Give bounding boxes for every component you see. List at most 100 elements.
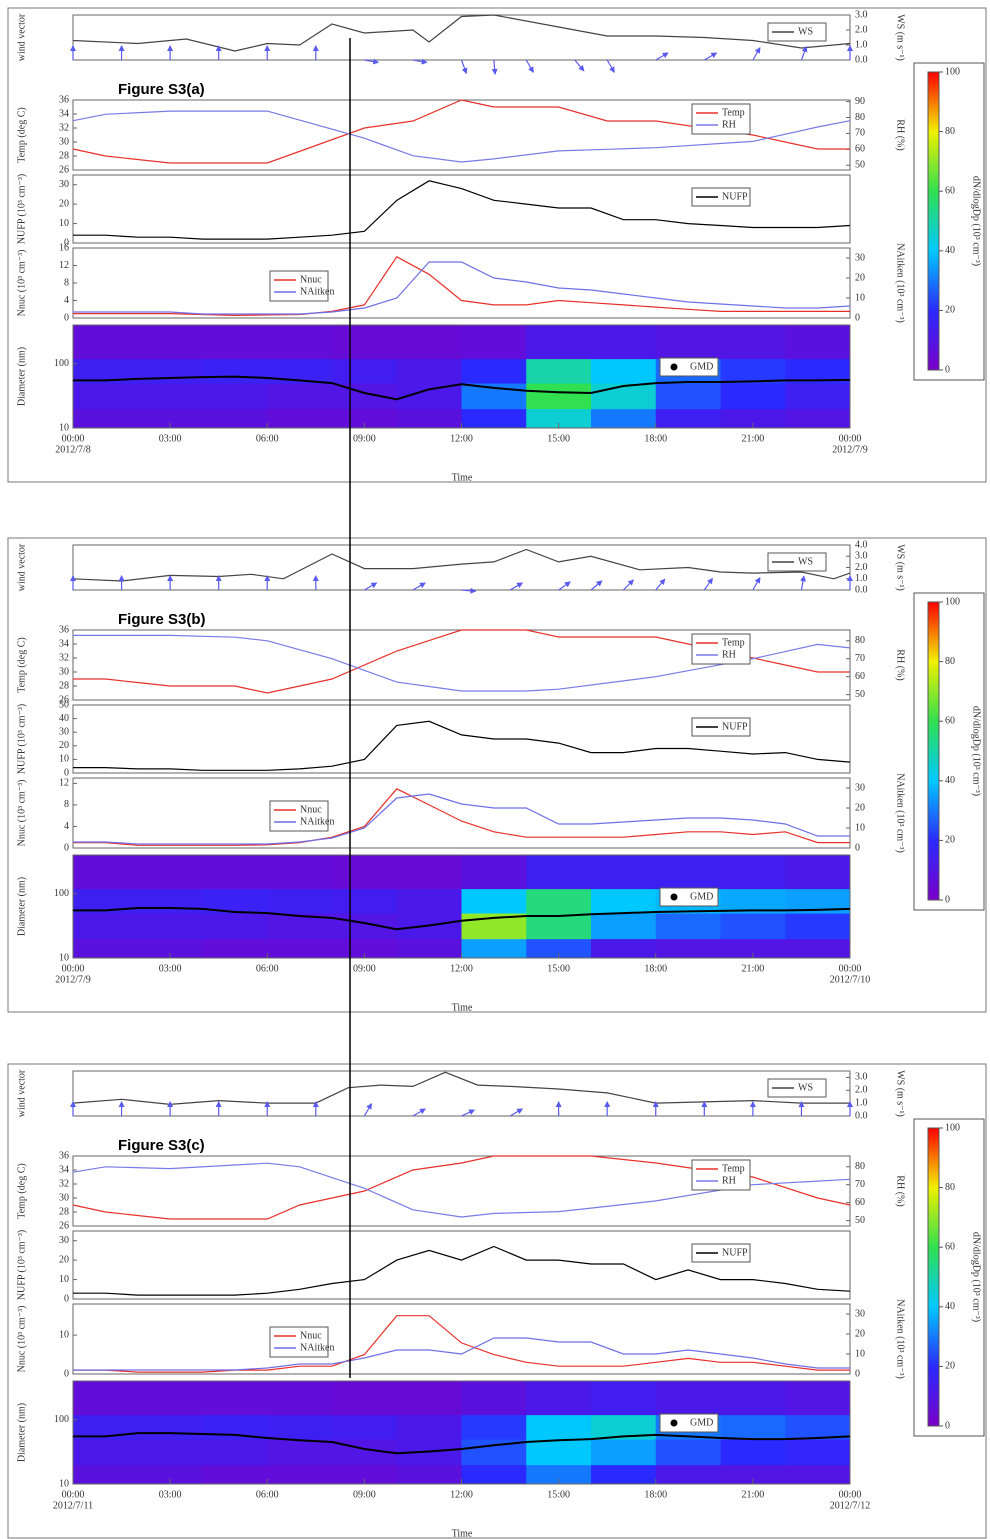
heatmap-cell (526, 1381, 592, 1416)
legend-label: RH (722, 649, 736, 660)
wind-arrow (590, 580, 603, 591)
heatmap-cell (396, 1464, 462, 1485)
heatmap-cell (73, 1439, 139, 1466)
heatmap-cell (202, 358, 268, 384)
heatmap-cell (137, 938, 203, 959)
colorbar-tick-label: 20 (945, 305, 955, 316)
heatmap-cell (591, 855, 657, 890)
y-tick-label: 20 (59, 740, 69, 751)
y2-tick-label: 0 (855, 312, 860, 323)
heatmap-cell (785, 408, 851, 429)
y2-tick-label: 2.0 (855, 1085, 868, 1096)
y2-tick-label: 3.0 (855, 1072, 868, 1083)
x-tick-label: 09:00 (353, 1489, 376, 1500)
y-tick-label: 10 (59, 1274, 69, 1285)
legend-label: Temp (722, 107, 745, 118)
heatmap-cell (73, 383, 139, 410)
y-tick-label: 8 (64, 799, 69, 810)
series-line (73, 375, 851, 401)
y2-tick-label: 70 (855, 128, 865, 139)
wind-arrow (509, 1108, 524, 1117)
legend-label: WS (798, 26, 813, 37)
legend-box (269, 270, 329, 302)
heatmap-cell (591, 383, 657, 410)
x-tick-label: 12:00 (450, 1489, 473, 1500)
heatmap-cell (591, 1464, 657, 1485)
heatmap-cell (332, 1414, 398, 1440)
y2-axis-label: RH (%) (895, 649, 906, 680)
legend-label: Temp (722, 637, 745, 648)
colorbar-tick-label: 80 (945, 656, 955, 667)
legend-box (767, 1078, 827, 1098)
y-tick-label: 32 (59, 652, 69, 663)
heatmap-cell (267, 383, 333, 410)
heatmap-cell (332, 1464, 398, 1485)
heatmap-cell (526, 383, 592, 410)
y2-tick-label: 10 (855, 822, 865, 833)
y-tick-label: 26 (59, 1220, 69, 1231)
heatmap-cell (267, 408, 333, 429)
panel-frame (72, 704, 851, 774)
y-tick-label: 0 (64, 1368, 69, 1379)
x-tick-label: 21:00 (741, 433, 764, 444)
heatmap-cell (461, 1381, 527, 1416)
heatmap-cell (267, 1439, 333, 1466)
colorbar (927, 1127, 940, 1427)
y-tick-label: 20 (59, 198, 69, 209)
wind-arrow (509, 582, 524, 591)
heatmap-cell (396, 1414, 462, 1440)
y-tick-label: 28 (59, 150, 69, 161)
heatmap-cell (720, 1414, 786, 1440)
y2-tick-label: 0.0 (855, 54, 868, 65)
y2-tick-label: 2.0 (855, 24, 868, 35)
y-tick-label: 100 (54, 888, 69, 899)
start-date: 2012/7/11 (53, 1500, 93, 1511)
wind-arrow (461, 587, 477, 594)
legend-label: WS (798, 1082, 813, 1093)
heatmap-cell (267, 1414, 333, 1440)
y2-tick-label: 50 (855, 689, 865, 700)
y-axis-label: wind vector (16, 543, 27, 591)
y-axis-label: NUFP (10³ cm⁻³) (16, 174, 27, 244)
heatmap-cell (720, 855, 786, 890)
heatmap-cell (73, 1464, 139, 1485)
series-line (72, 110, 851, 163)
colorbar-tick-label: 40 (945, 775, 955, 786)
legend-label: GMD (690, 891, 713, 902)
heatmap-cell (202, 855, 268, 890)
heatmap-cell (591, 325, 657, 360)
colorbar-tick-label: 60 (945, 185, 955, 196)
wind-arrow (412, 582, 426, 591)
figure-label: Figure S3(c) (118, 1137, 205, 1154)
legend-box (659, 357, 719, 377)
legend-swatch (670, 363, 678, 371)
colorbar-tick-label: 100 (945, 66, 960, 77)
heatmap-cell (396, 408, 462, 429)
y2-tick-label: 90 (855, 96, 865, 107)
colorbar-tick-label: 80 (945, 126, 955, 137)
wind-arrow (752, 577, 761, 591)
colorbar-label: dN/dlogDp (10³ cm⁻³) (971, 706, 982, 796)
y2-tick-label: 10 (855, 292, 865, 303)
legend-label: RH (722, 119, 736, 130)
series-line (73, 1432, 851, 1455)
y2-axis-label: RH (%) (895, 119, 906, 150)
legend-label: Nnuc (300, 804, 322, 815)
x-tick-label: 18:00 (644, 1489, 667, 1500)
y2-tick-label: 60 (855, 144, 865, 155)
heatmap-cell (526, 408, 592, 429)
heatmap-cell (785, 1464, 851, 1485)
heatmap-cell (655, 1464, 721, 1485)
y-axis-label: Nnuc (10³ cm⁻³) (16, 250, 27, 317)
x-axis-label: Time (452, 1528, 473, 1539)
y2-tick-label: 70 (855, 653, 865, 664)
y2-tick-label: 2.0 (855, 562, 868, 573)
wind-arrow (412, 58, 428, 65)
heatmap-cell (267, 888, 333, 914)
colorbar-tick-label: 100 (945, 596, 960, 607)
x-tick-label: 21:00 (741, 963, 764, 974)
start-date: 2012/7/9 (55, 974, 91, 985)
legend-label: GMD (690, 1417, 713, 1428)
y-tick-label: 28 (59, 680, 69, 691)
figure-label: Figure S3(b) (118, 611, 206, 628)
